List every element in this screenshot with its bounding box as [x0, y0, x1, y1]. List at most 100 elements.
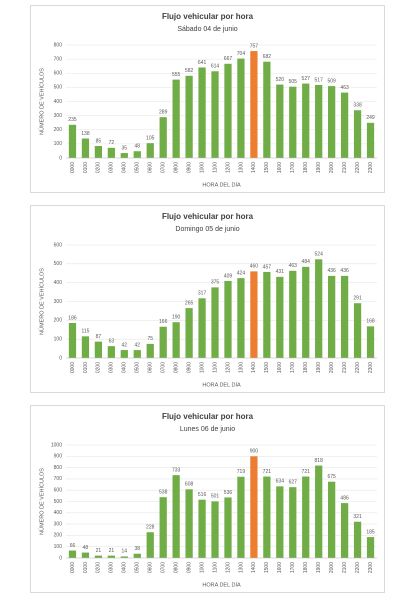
value-label: 733 — [172, 467, 181, 473]
bar — [276, 486, 284, 558]
bar — [289, 86, 297, 158]
y-tick-label: 100 — [54, 141, 63, 147]
x-tick-label: 0900 — [186, 162, 192, 173]
value-label: 614 — [211, 64, 220, 70]
value-label: 536 — [224, 490, 233, 496]
x-tick-label: 1700 — [290, 562, 296, 573]
bar — [237, 278, 245, 358]
x-tick-label: 1800 — [303, 562, 309, 573]
y-tick-label: 700 — [54, 56, 63, 62]
value-label: 704 — [237, 51, 246, 57]
bar — [302, 83, 310, 158]
x-tick-label: 2200 — [355, 562, 361, 573]
value-label: 517 — [315, 77, 324, 83]
x-tick-label: 0000 — [70, 562, 76, 573]
bar — [276, 84, 284, 158]
y-tick-label: 600 — [54, 242, 63, 248]
bar — [120, 556, 128, 558]
x-axis-label: HORA DEL DÍA — [202, 381, 241, 388]
x-tick-label: 0600 — [148, 562, 154, 573]
value-label: 38 — [134, 546, 140, 552]
x-tick-label: 1700 — [290, 162, 296, 173]
value-label: 667 — [224, 56, 233, 62]
value-label: 505 — [289, 79, 298, 85]
x-tick-label: 1900 — [316, 162, 322, 173]
y-axis-label: NÚMERO DE VEHÍCULOS — [38, 468, 45, 535]
chart: Flujo vehicular por hora Sábado 04 de jun… — [30, 5, 385, 193]
chart-frame — [30, 405, 385, 593]
value-label: 457 — [263, 264, 272, 270]
x-tick-label: 0600 — [148, 162, 154, 173]
x-tick-label: 1600 — [277, 562, 283, 573]
value-label: 87 — [96, 334, 102, 340]
value-label: 228 — [146, 525, 155, 531]
bar — [159, 497, 167, 558]
bar — [107, 555, 115, 558]
bar — [328, 86, 336, 158]
x-tick-label: 1200 — [225, 562, 231, 573]
y-tick-label: 1000 — [51, 442, 62, 448]
value-label: 66 — [70, 543, 76, 549]
x-tick-label: 0200 — [96, 362, 102, 373]
bar — [315, 259, 323, 358]
value-label: 190 — [172, 315, 181, 321]
x-tick-label: 0700 — [161, 562, 167, 573]
bar — [94, 145, 103, 158]
x-tick-label: 2300 — [368, 162, 374, 173]
value-label: 900 — [250, 449, 259, 455]
bar — [250, 51, 258, 159]
x-tick-label: 0500 — [135, 162, 141, 173]
chart-frame — [30, 205, 385, 393]
y-axis-label: NÚMERO DE VEHÍCULOS — [38, 268, 45, 335]
x-tick-label: 0800 — [173, 362, 179, 373]
value-label: 291 — [353, 296, 362, 302]
bar — [211, 71, 219, 158]
bar — [81, 336, 90, 358]
value-label: 48 — [134, 144, 140, 150]
value-label: 48 — [83, 545, 89, 551]
bar — [237, 476, 245, 558]
x-tick-label: 2300 — [368, 362, 374, 373]
x-tick-label: 0800 — [173, 562, 179, 573]
value-label: 431 — [276, 269, 285, 275]
value-label: 166 — [159, 319, 168, 325]
x-tick-label: 0400 — [122, 162, 128, 173]
bar — [172, 79, 180, 158]
value-label: 85 — [96, 138, 102, 144]
y-tick-label: 0 — [59, 355, 62, 361]
bar — [366, 537, 375, 558]
chart-subtitle: Sábado 04 de junio — [177, 26, 237, 33]
x-tick-label: 0400 — [122, 562, 128, 573]
value-label: 516 — [198, 492, 207, 498]
bar — [133, 151, 141, 158]
value-label: 105 — [146, 135, 155, 141]
x-tick-label: 1000 — [199, 362, 205, 373]
value-label: 627 — [289, 479, 298, 485]
bar — [133, 350, 141, 358]
bar — [340, 275, 349, 358]
y-tick-label: 200 — [54, 533, 63, 539]
value-label: 375 — [211, 280, 220, 286]
x-tick-label: 1900 — [316, 362, 322, 373]
value-label: 35 — [122, 145, 128, 151]
x-tick-label: 1500 — [264, 162, 270, 173]
y-tick-label: 900 — [54, 454, 63, 460]
chart-subtitle: Domingo 05 de junio — [175, 226, 239, 233]
value-label: 509 — [327, 78, 336, 84]
value-label: 185 — [366, 529, 375, 535]
value-label: 21 — [96, 548, 102, 554]
value-label: 75 — [147, 336, 153, 342]
y-tick-label: 300 — [54, 113, 63, 119]
value-label: 682 — [263, 54, 272, 60]
bar — [302, 266, 310, 358]
x-tick-label: 0500 — [135, 562, 141, 573]
value-label: 186 — [68, 315, 77, 321]
y-tick-label: 0 — [59, 555, 62, 561]
x-tick-label: 1800 — [303, 362, 309, 373]
x-tick-label: 2000 — [329, 162, 335, 173]
value-label: 675 — [327, 474, 336, 480]
x-tick-label: 1200 — [225, 162, 231, 173]
y-tick-label: 500 — [54, 499, 63, 505]
value-label: 14 — [122, 549, 128, 555]
bar — [211, 287, 219, 358]
